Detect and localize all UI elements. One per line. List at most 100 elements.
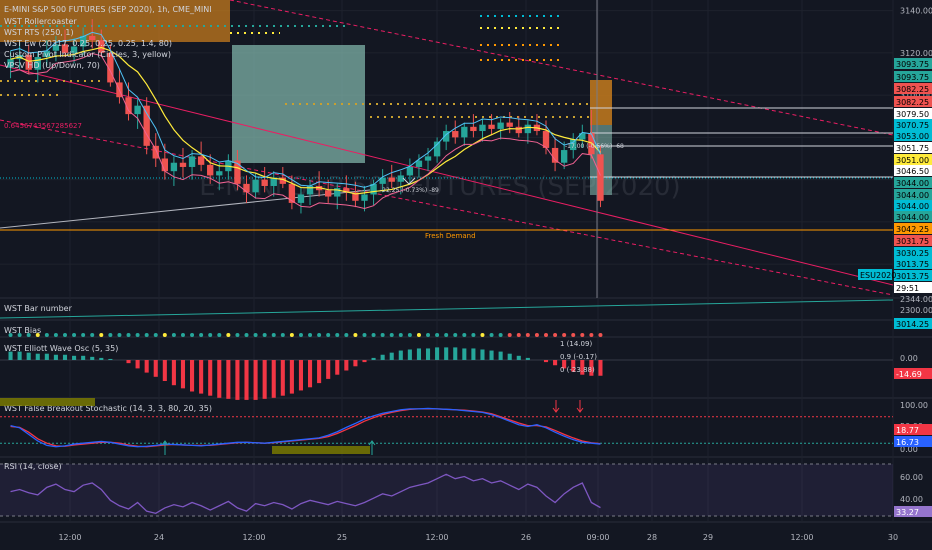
candle-body [424,156,432,161]
candle-body [61,44,69,53]
pane-title: WST False Breakout Stochastic (14, 3, 3,… [4,404,212,413]
indicator-legend: Custom Pivot Indicator (Circles, 3, yell… [4,50,171,59]
bias-dot [598,333,603,337]
stochastic-value-label-bg [894,436,932,447]
pane-title: RSI (14, close) [4,462,62,471]
up-arrow-icon [368,440,376,455]
x-tick-label: 12:00 [58,533,81,542]
bias-dot [126,333,131,337]
x-tick-label: 30 [888,533,898,542]
ewo-value-label-bg [894,368,932,379]
candle-body [188,156,196,167]
bias-dot [53,333,58,337]
bias-dot [407,333,412,337]
price-label-bg [894,96,932,107]
y-tick-label: 3100.00 [900,91,932,100]
bias-dot [371,333,376,337]
upper-band-line [10,31,601,188]
price-label: 3093.75 [896,60,929,69]
candle-body [497,122,504,129]
bias-dot [35,333,40,337]
candle-body [488,124,495,129]
y-tick-label: 100.00 [900,401,928,410]
symbol-badge: ESU2020 [860,271,896,280]
candle-body [98,40,105,53]
x-tick-label: 24 [154,533,164,542]
y-tick-label: 3120.00 [900,49,932,58]
bias-dot [289,333,294,337]
bias-dot [389,333,394,337]
candle-body [325,190,332,197]
bias-dot [199,333,204,337]
price-label-bg [894,200,932,211]
candle-body [361,194,368,201]
candle-body [306,185,314,195]
y-tick-label: 0.00 [900,445,918,454]
candle-body [252,179,259,193]
candle-body [560,150,568,163]
ewo-annotation: 1 (14.09) [560,340,592,348]
stochastic-value-label-bg [894,424,932,435]
rsi-value-label-bg [894,506,932,517]
price-label-bg [894,318,932,329]
stochastic-value-label: 18.77 [896,426,919,435]
price-label-bg [894,235,932,246]
price-label-bg [894,154,932,165]
y-tick-label: 40.00 [900,495,923,504]
bias-dot [144,333,149,337]
bias-dot [62,333,67,337]
ewo-annotation: 0.9 (-0.17) [560,353,597,361]
bias-dot [435,333,440,337]
x-tick-label: 26 [521,533,531,542]
bias-dot [525,333,530,337]
candle-body [207,164,214,176]
price-label-bg [894,142,932,153]
bias-dot [280,333,285,337]
price-label: 3051.75 [896,144,929,153]
candle-body [34,57,41,70]
pane-title: WST Bias [4,326,41,335]
candle-body [334,188,341,197]
candle-body [452,131,459,138]
bar-number-line [0,299,894,319]
candle-body [143,105,150,146]
candle-body [343,188,350,193]
price-label: 3013.75 [896,260,929,269]
candle-body [515,126,522,134]
bias-dot [90,333,95,337]
candle-body [397,175,404,182]
y-tick-label: 0.00 [900,354,918,363]
candle-body [597,154,604,201]
up-arrow-icon [161,440,169,455]
down-arrow-icon [402,177,416,185]
price-label-bg [894,71,932,82]
candle-body [352,192,359,201]
x-tick-label: 12:00 [242,533,265,542]
bias-dot [534,333,539,337]
price-label: 3079.50 [896,110,929,119]
bias-dot [471,333,476,337]
candle-body [370,183,377,195]
bias-dot [416,333,421,337]
indicator-legend: WST Rollercoaster [4,17,77,26]
bias-dot [117,333,122,337]
bias-dot [426,333,431,337]
bias-dot [444,333,449,337]
bias-dot [180,333,185,337]
x-tick-label: 12:00 [790,533,813,542]
price-label: 3044.00 [896,191,929,200]
price-label: 29:51 [896,284,919,293]
bias-dot [190,333,195,337]
candle-body [470,126,477,132]
bias-dot [353,333,358,337]
candle-body [261,179,268,186]
channel-lower [0,119,894,296]
price-label: 3044.00 [896,213,929,222]
lower-band-line [10,53,601,210]
candle-body [216,171,223,176]
rsi-line [10,473,601,515]
price-label: 3051.00 [896,156,929,165]
bias-dot [489,333,494,337]
bias-dot [44,333,49,337]
